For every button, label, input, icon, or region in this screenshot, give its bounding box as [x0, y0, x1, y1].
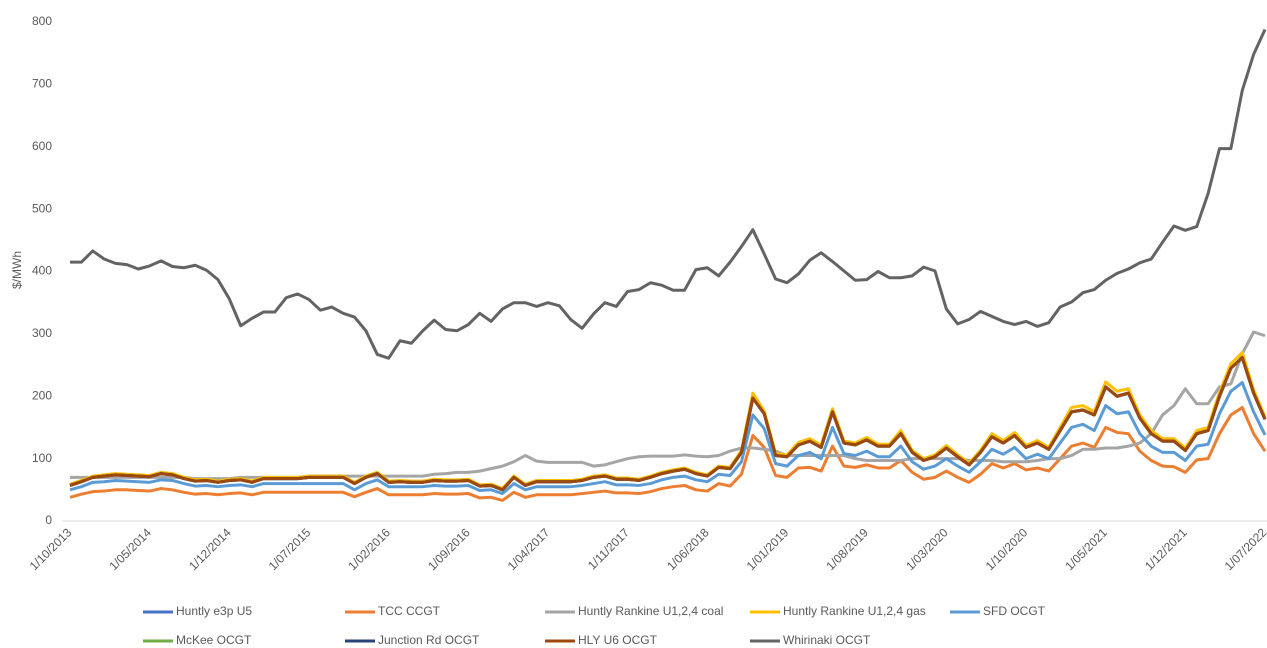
legend-label: HLY U6 OCGT	[578, 633, 658, 647]
legend-label: Huntly e3p U5	[176, 604, 252, 618]
x-tick-label: 1/07/2022	[1222, 525, 1267, 573]
x-tick-label: 1/02/2016	[345, 525, 393, 573]
series-line	[69, 405, 1267, 502]
legend-label: Huntly Rankine U1,2,4 coal	[578, 604, 723, 618]
series-line	[70, 330, 1266, 481]
x-tick-label: 1/10/2020	[983, 525, 1031, 573]
series-line	[70, 28, 1267, 360]
x-tick-label: 1/04/2017	[505, 525, 553, 573]
x-tick-label: 1/01/2019	[744, 525, 792, 573]
legend-label: Huntly Rankine U1,2,4 gas	[783, 604, 926, 618]
legend-label: SFD OCGT	[983, 604, 1046, 618]
x-tick-label: 1/03/2020	[903, 525, 951, 573]
legend-label: Junction Rd OCGT	[378, 633, 480, 647]
x-tick-label: 1/09/2016	[425, 525, 473, 573]
y-tick-label: 200	[32, 388, 52, 402]
x-tick-label: 1/12/2021	[1142, 525, 1190, 573]
x-tick-label: 1/10/2013	[27, 525, 75, 573]
x-tick-label: 1/06/2018	[664, 525, 712, 573]
y-tick-label: 800	[32, 14, 52, 28]
y-tick-label: 100	[32, 451, 52, 465]
series-line	[69, 351, 1267, 491]
y-tick-label: 300	[32, 326, 52, 340]
legend-label: Whirinaki OCGT	[783, 633, 871, 647]
y-tick-label: 500	[32, 201, 52, 215]
x-tick-label: 1/12/2014	[186, 525, 234, 573]
y-tick-label: 600	[32, 139, 52, 153]
y-axis-title: $/MWh	[10, 251, 24, 289]
y-tick-label: 700	[32, 77, 52, 91]
x-tick-label: 1/08/2019	[823, 525, 871, 573]
y-tick-label: 400	[32, 264, 52, 278]
x-tick-label: 1/05/2014	[106, 525, 154, 573]
x-tick-label: 1/05/2021	[1062, 525, 1110, 573]
x-tick-label: 1/11/2017	[585, 525, 632, 572]
legend-label: TCC CCGT	[378, 604, 441, 618]
legend-label: McKee OCGT	[176, 633, 252, 647]
series-line	[69, 356, 1267, 492]
x-tick-label: 1/07/2015	[266, 525, 314, 573]
y-tick-label: 0	[45, 513, 52, 527]
series-line	[69, 381, 1267, 496]
